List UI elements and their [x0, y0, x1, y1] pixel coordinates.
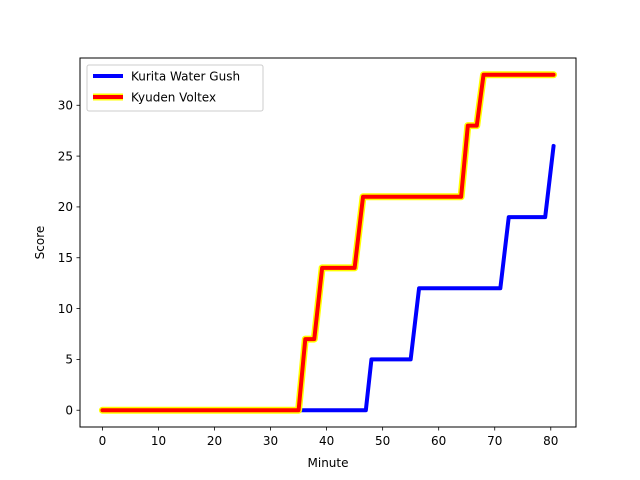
- x-tick-label: 80: [543, 434, 558, 448]
- x-tick-label: 70: [487, 434, 502, 448]
- x-tick-label: 0: [99, 434, 107, 448]
- y-tick-label: 20: [58, 200, 73, 214]
- legend: Kurita Water Gush Kyuden Voltex: [86, 64, 264, 112]
- series-layer: [98, 71, 558, 414]
- x-axis: 0 10 20 30 40 50 60 70 80: [99, 427, 558, 448]
- y-tick-label: 10: [58, 302, 73, 316]
- y-axis: 0 5 10 15 20 25 30: [58, 99, 80, 418]
- x-tick-label: 40: [319, 434, 334, 448]
- y-tick-label: 5: [65, 353, 73, 367]
- x-tick-label: 10: [151, 434, 166, 448]
- legend-label-kyuden-voltex: Kyuden Voltex: [131, 91, 216, 105]
- x-axis-label: Minute: [308, 456, 349, 470]
- legend-box: [86, 64, 264, 112]
- y-tick-label: 0: [65, 404, 73, 418]
- x-tick-label: 50: [375, 434, 390, 448]
- series-outline-kyuden-voltex: [98, 71, 558, 414]
- x-tick-label: 30: [263, 434, 278, 448]
- x-tick-label: 60: [431, 434, 446, 448]
- series-line-kyuden-voltex: [100, 72, 556, 413]
- y-tick-label: 25: [58, 149, 73, 163]
- y-tick-label: 30: [58, 99, 73, 113]
- y-tick-label: 15: [58, 251, 73, 265]
- x-tick-label: 20: [207, 434, 222, 448]
- series-line-kurita-water-gush: [100, 143, 556, 413]
- plot-frame: [79, 57, 577, 428]
- legend-label-kurita-water-gush: Kurita Water Gush: [131, 70, 240, 84]
- y-axis-label: Score: [33, 226, 47, 260]
